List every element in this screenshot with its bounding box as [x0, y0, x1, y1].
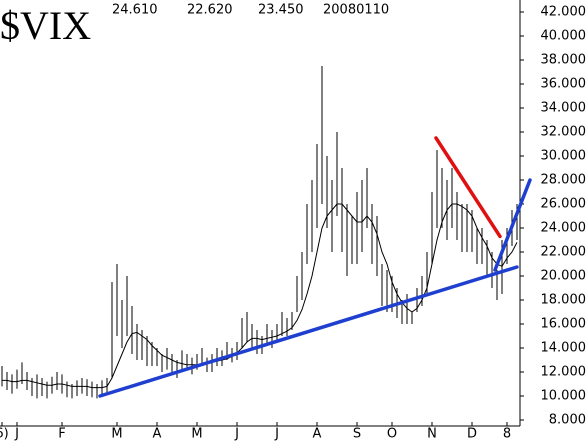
y-tick-label: 14.000	[541, 341, 587, 356]
x-tick-label: A	[313, 427, 322, 441]
y-tick-label: 24.000	[541, 221, 587, 236]
x-tick-label: S	[353, 427, 361, 441]
header-value: 22.620	[187, 3, 233, 18]
y-tick-label: 22.000	[541, 245, 587, 260]
y-tick-label: 16.000	[541, 317, 587, 332]
x-tick-label: N	[427, 427, 437, 441]
header-value: 20080110	[323, 3, 389, 18]
y-tick-label: 18.000	[541, 293, 587, 308]
y-tick-label: 8.000	[549, 413, 586, 428]
y-tick-label: 10.000	[541, 389, 587, 404]
y-tick-label: 38.000	[541, 53, 587, 68]
y-tick-label: 30.000	[541, 149, 587, 164]
x-tick-label: J	[274, 427, 279, 441]
y-tick-label: 26.000	[541, 197, 587, 212]
y-tick-label: 12.000	[541, 365, 587, 380]
trendline	[98, 265, 519, 398]
x-tick-label: F	[58, 427, 65, 441]
x-tick-label: M	[111, 427, 122, 441]
y-tick-label: 34.000	[541, 101, 587, 116]
moving-average	[2, 203, 518, 389]
x-tick-label: 6)	[0, 427, 9, 441]
trendline	[434, 136, 502, 239]
x-tick-label: M	[191, 427, 202, 441]
y-tick-label: 32.000	[541, 125, 587, 140]
x-tick-label: A	[153, 427, 162, 441]
y-tick-label: 40.000	[541, 29, 587, 44]
header-value: 24.610	[112, 3, 158, 18]
x-tick-label: 8	[503, 427, 511, 441]
x-tick-label: J	[14, 427, 19, 441]
x-tick-label: J	[234, 427, 239, 441]
x-tick-label: O	[387, 427, 397, 441]
y-tick-label: 36.000	[541, 77, 587, 92]
y-tick-label: 28.000	[541, 173, 587, 188]
x-tick-label: D	[467, 427, 477, 441]
chart-title: $VIX	[0, 3, 91, 48]
header-value: 23.450	[258, 3, 304, 18]
y-tick-label: 20.000	[541, 269, 587, 284]
trendline	[493, 178, 532, 272]
y-tick-label: 42.000	[541, 5, 587, 20]
